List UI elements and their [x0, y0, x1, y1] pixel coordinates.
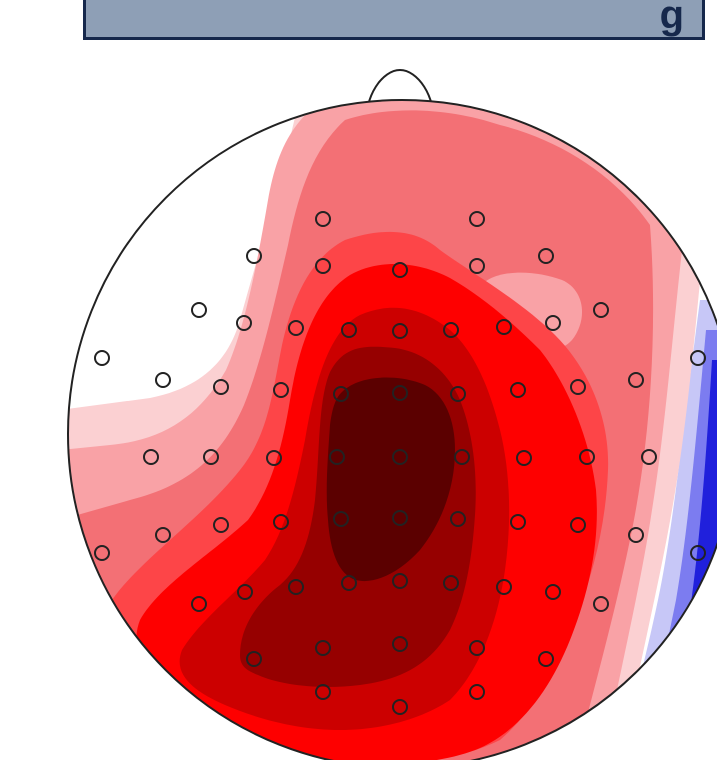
electrode-marker: [392, 449, 408, 465]
electrode-marker: [516, 450, 532, 466]
electrode-marker: [443, 322, 459, 338]
electrode-marker: [469, 640, 485, 656]
electrode-marker: [593, 302, 609, 318]
electrode-marker: [392, 699, 408, 715]
electrode-marker: [570, 517, 586, 533]
electrode-marker: [288, 579, 304, 595]
electrode-marker: [579, 449, 595, 465]
electrode-marker: [392, 262, 408, 278]
electrode-marker: [690, 350, 706, 366]
electrode-marker: [266, 450, 282, 466]
electrode-marker: [191, 596, 207, 612]
electrode-marker: [496, 579, 512, 595]
title-banner: g: [83, 0, 705, 40]
electrode-marker: [392, 573, 408, 589]
electrode-marker: [94, 350, 110, 366]
electrode-marker: [315, 211, 331, 227]
head-outline: [67, 99, 717, 760]
electrode-marker: [341, 575, 357, 591]
electrode-marker: [213, 379, 229, 395]
electrode-marker: [392, 323, 408, 339]
electrode-marker: [628, 372, 644, 388]
electrode-marker: [690, 545, 706, 561]
electrode-marker: [236, 315, 252, 331]
electrode-marker: [246, 651, 262, 667]
electrode-marker: [510, 514, 526, 530]
electrode-marker: [392, 385, 408, 401]
electrode-layer: [94, 211, 706, 715]
red-level-8-core: [326, 377, 455, 582]
electrode-marker: [155, 372, 171, 388]
electrode-marker: [469, 684, 485, 700]
electrode-marker: [203, 449, 219, 465]
electrode-marker: [329, 449, 345, 465]
electrode-marker: [545, 584, 561, 600]
electrode-marker: [570, 379, 586, 395]
electrode-marker: [641, 449, 657, 465]
title-banner-text: g: [659, 0, 684, 37]
electrode-marker: [545, 315, 561, 331]
electrode-marker: [315, 640, 331, 656]
electrode-marker: [593, 596, 609, 612]
electrode-marker: [454, 449, 470, 465]
electrode-marker: [213, 517, 229, 533]
electrode-marker: [538, 651, 554, 667]
electrode-marker: [273, 382, 289, 398]
electrode-marker: [443, 575, 459, 591]
electrode-marker: [392, 510, 408, 526]
electrode-marker: [288, 320, 304, 336]
electrode-marker: [273, 514, 289, 530]
electrode-marker: [496, 319, 512, 335]
electrode-marker: [315, 258, 331, 274]
electrode-marker: [341, 322, 357, 338]
electrode-marker: [333, 511, 349, 527]
electrode-marker: [510, 382, 526, 398]
electrode-marker: [94, 545, 110, 561]
electrode-marker: [450, 386, 466, 402]
electrode-marker: [315, 684, 331, 700]
electrode-marker: [469, 211, 485, 227]
electrode-marker: [333, 386, 349, 402]
electrode-marker: [246, 248, 262, 264]
electrode-marker: [143, 449, 159, 465]
electrode-marker: [469, 258, 485, 274]
electrode-marker: [237, 584, 253, 600]
electrode-marker: [538, 248, 554, 264]
electrode-marker: [155, 527, 171, 543]
electrode-marker: [392, 636, 408, 652]
electrode-marker: [191, 302, 207, 318]
electrode-marker: [450, 511, 466, 527]
potential-field: [68, 100, 717, 760]
electrode-marker: [628, 527, 644, 543]
